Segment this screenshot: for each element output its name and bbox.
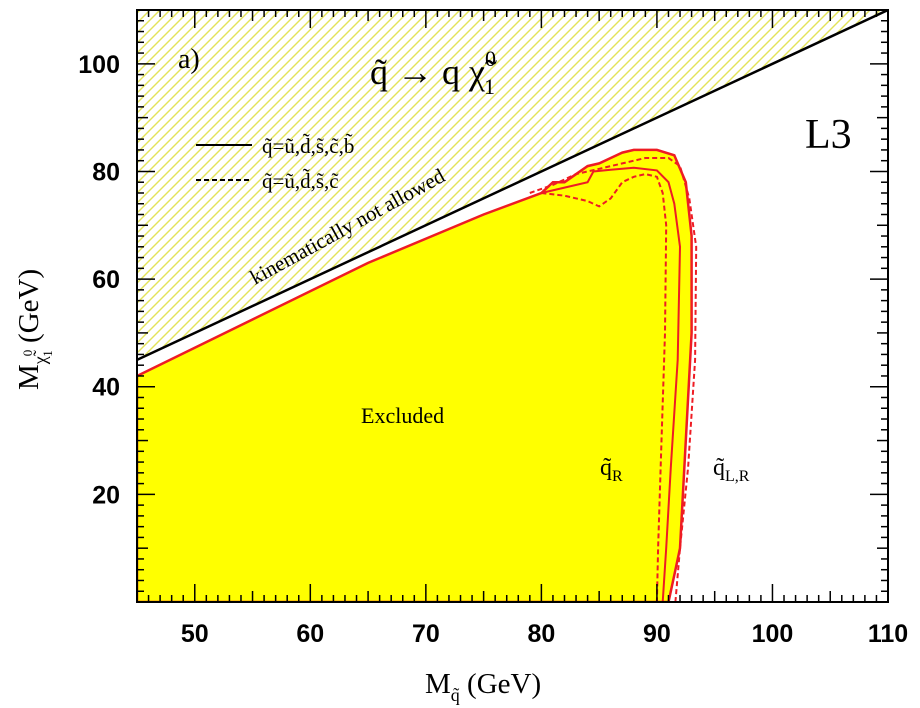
kinematic-limit-line xyxy=(137,10,888,361)
plot-frame xyxy=(136,9,889,603)
x-tick-label: 70 xyxy=(412,620,440,648)
svg-text:q̃ → q χ̃01: q̃ → q χ̃0 1 xyxy=(370,46,497,99)
q-LR-dashed-contour xyxy=(529,157,698,602)
y-tick-label: 100 xyxy=(78,51,120,79)
excluded-region xyxy=(137,148,693,602)
legend-solid-label: q̃=ũ,d̃,s̃,c̃,b̃ xyxy=(262,133,354,158)
axis-ticks xyxy=(136,9,889,602)
x-tick-label: 80 xyxy=(527,620,555,648)
legend: q̃=ũ,d̃,s̃,c̃,b̃ q̃=ũ,d̃,s̃,c̃ xyxy=(196,133,354,193)
legend-dashed-label: q̃=ũ,d̃,s̃,c̃ xyxy=(262,168,339,193)
x-tick-label: 60 xyxy=(296,620,324,648)
y-axis-label: Mχ̃0 1 (GeV) xyxy=(13,269,55,390)
x-tick-label: 100 xyxy=(752,620,794,648)
experiment-label: L3 xyxy=(805,112,852,158)
panel-label: a) xyxy=(178,44,200,75)
x-axis-label: Mq̃ (GeV) xyxy=(425,668,541,705)
q-R-dashed-contour xyxy=(541,173,668,602)
x-tick-label: 50 xyxy=(181,620,209,648)
q-R-solid-contour xyxy=(541,166,682,602)
q-LR-annotation: q̃L,R xyxy=(713,455,750,485)
y-tick-label: 40 xyxy=(92,374,120,402)
y-tick-label: 60 xyxy=(92,266,120,294)
x-tick-label: 110 xyxy=(868,620,908,648)
x-tick-labels: 50 60 70 80 90 100 110 xyxy=(181,620,908,648)
y-tick-label: 80 xyxy=(92,158,120,186)
y-tick-labels: 20 40 60 80 100 xyxy=(78,51,120,510)
x-tick-label: 90 xyxy=(643,620,671,648)
excluded-annotation: Excluded xyxy=(361,403,444,428)
process-title: q̃ → q χ̃0 1 xyxy=(370,46,497,99)
y-tick-label: 20 xyxy=(92,481,120,509)
